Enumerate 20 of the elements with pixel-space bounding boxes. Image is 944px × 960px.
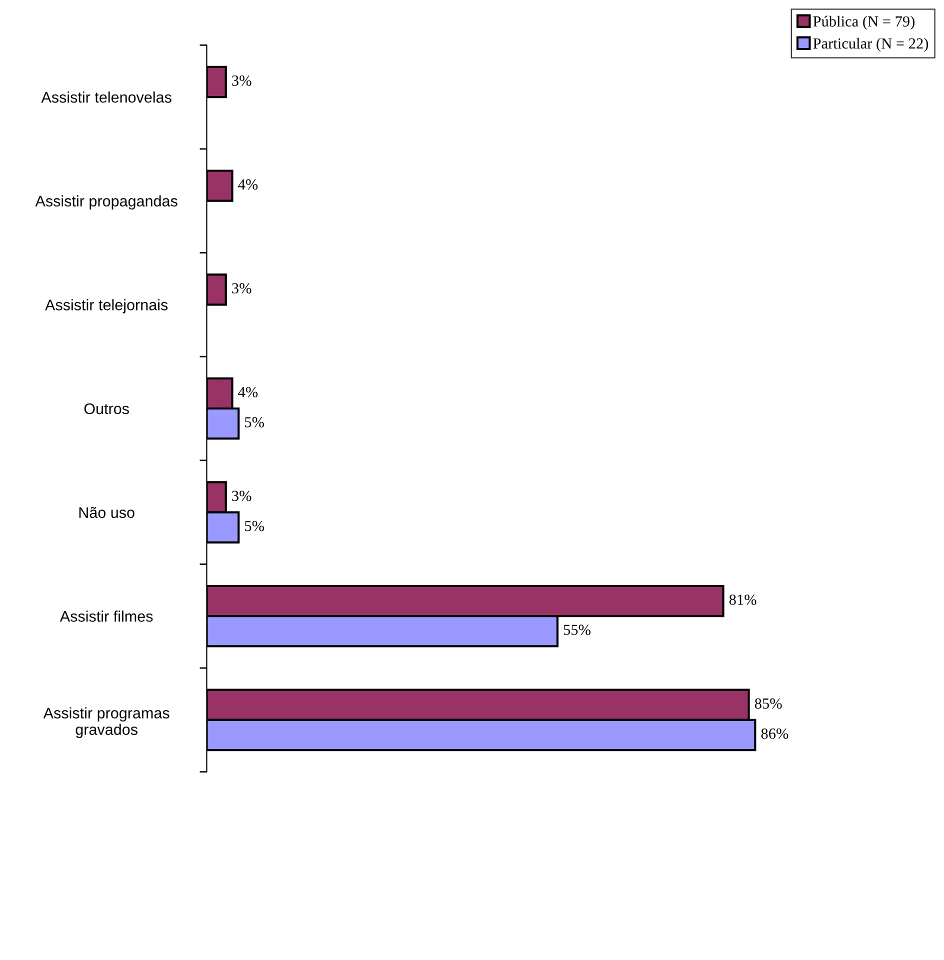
y-tick-label: Assistir propagandas bbox=[35, 195, 178, 210]
y-tick-label: Assistir filmes bbox=[60, 610, 153, 622]
y-tick-label: Não uso bbox=[79, 506, 134, 518]
data-label: 4% bbox=[238, 386, 258, 398]
data-label: 3% bbox=[232, 490, 252, 502]
data-label: 5% bbox=[245, 417, 264, 428]
data-label: 81% bbox=[729, 594, 756, 605]
y-tick-label: Assistir programas gravados bbox=[43, 707, 170, 738]
legend-label: Particular (N = 22) bbox=[813, 38, 928, 52]
data-label: 3% bbox=[232, 75, 252, 86]
data-label: 85% bbox=[754, 698, 782, 709]
data-label: 55% bbox=[564, 624, 591, 636]
y-tick-label: Assistir telejornais bbox=[45, 299, 168, 314]
y-tick-label: Assistir telenovelas bbox=[41, 91, 172, 103]
data-label: 5% bbox=[245, 520, 264, 532]
data-label: 3% bbox=[232, 283, 252, 294]
data-label: 4% bbox=[238, 179, 258, 190]
data-label: 86% bbox=[761, 728, 788, 739]
y-tick-label: Outros bbox=[84, 403, 129, 414]
legend-label: Pública (N = 79) bbox=[813, 16, 914, 30]
